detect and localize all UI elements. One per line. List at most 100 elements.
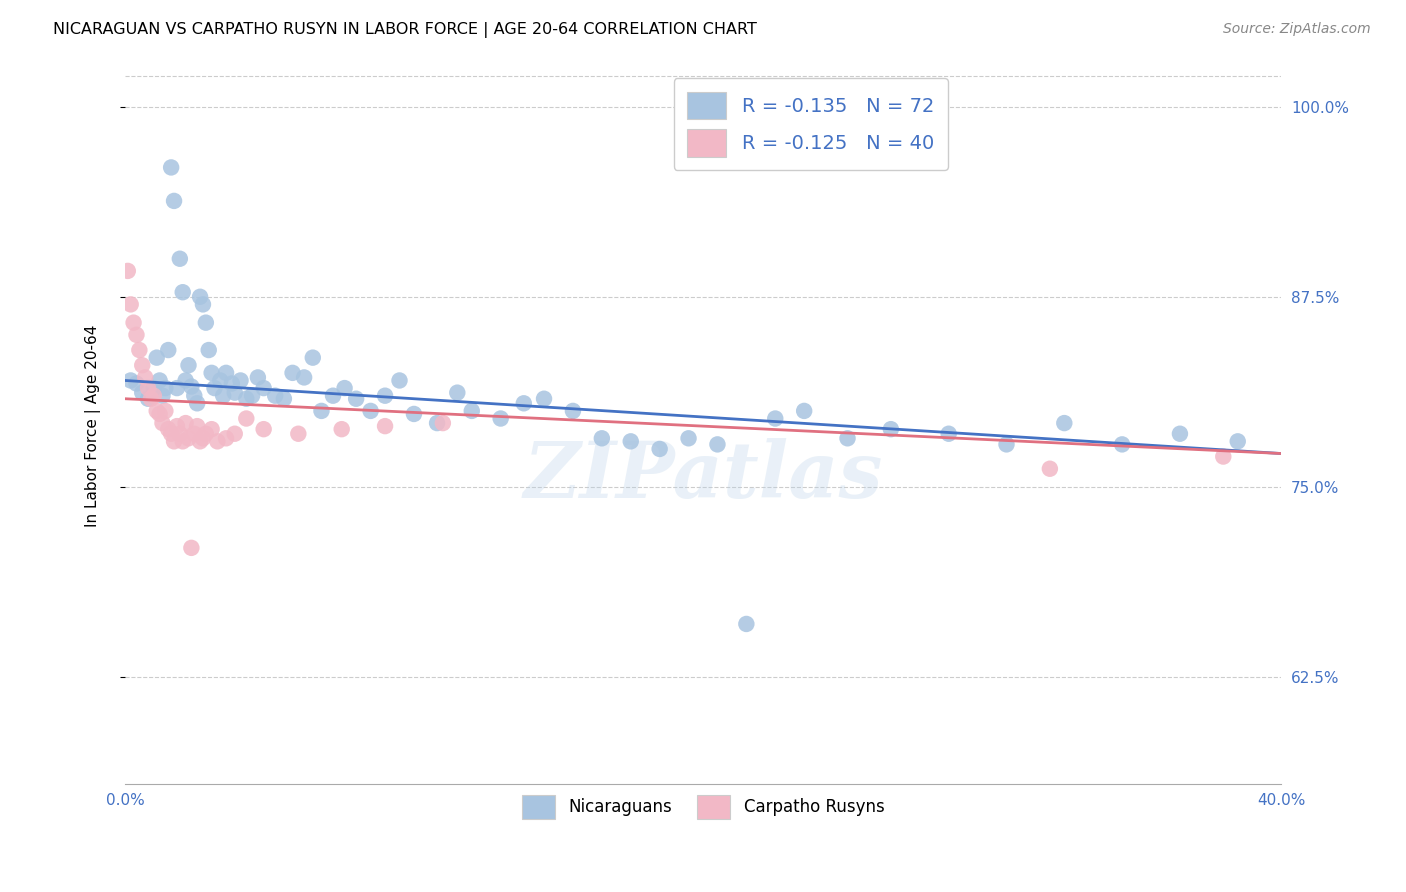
Point [117,264,139,278]
Point [128,343,150,357]
Point [513,396,536,410]
Point [374,419,396,434]
Point [160,161,183,175]
Point [131,385,153,400]
Point [157,343,180,357]
Point [374,389,396,403]
Point [678,431,700,445]
Point [186,419,208,434]
Point [432,416,454,430]
Point [152,416,174,430]
Point [142,389,165,403]
Point [837,431,859,445]
Point [461,404,484,418]
Point [157,422,180,436]
Point [152,389,174,403]
Point [209,374,232,388]
Point [194,426,217,441]
Point [253,381,276,395]
Text: ZIPatlas: ZIPatlas [523,438,883,515]
Point [793,404,815,418]
Point [174,416,197,430]
Point [938,426,960,441]
Point [169,252,191,266]
Point [1168,426,1191,441]
Point [264,389,287,403]
Point [301,351,323,365]
Point [201,422,224,436]
Point [735,616,758,631]
Point [273,392,295,406]
Point [201,366,224,380]
Point [1226,434,1249,449]
Point [186,396,208,410]
Point [136,392,159,406]
Point [204,381,226,395]
Point [166,419,188,434]
Point [177,431,200,445]
Point [426,416,449,430]
Point [224,385,246,400]
Point [191,431,214,445]
Point [1212,450,1234,464]
Point [207,434,229,449]
Point [180,379,202,393]
Point [180,541,202,555]
Point [246,370,269,384]
Point [139,392,162,406]
Point [235,411,257,425]
Point [188,290,211,304]
Point [1111,437,1133,451]
Point [166,381,188,395]
Point [561,404,583,418]
Point [160,426,183,441]
Point [188,434,211,449]
Point [125,327,148,342]
Point [253,422,276,436]
Point [136,381,159,395]
Point [292,370,315,384]
Point [311,404,333,418]
Point [229,374,252,388]
Point [215,366,238,380]
Point [131,358,153,372]
Point [591,431,613,445]
Point [142,381,165,395]
Point [287,426,309,441]
Point [281,366,304,380]
Point [880,422,903,436]
Point [330,422,353,436]
Point [240,389,263,403]
Point [174,374,197,388]
Point [120,297,142,311]
Point [995,437,1018,451]
Point [224,426,246,441]
Point [322,389,344,403]
Point [1053,416,1076,430]
Point [446,385,468,400]
Point [155,404,177,418]
Point [169,426,191,441]
Point [194,316,217,330]
Point [620,434,643,449]
Point [1039,461,1062,475]
Text: NICARAGUAN VS CARPATHO RUSYN IN LABOR FORCE | AGE 20-64 CORRELATION CHART: NICARAGUAN VS CARPATHO RUSYN IN LABOR FO… [53,22,758,38]
Point [388,374,411,388]
Point [145,404,167,418]
Point [163,194,186,208]
Point [145,351,167,365]
Point [149,374,172,388]
Point [183,426,205,441]
Point [215,431,238,445]
Point [149,407,172,421]
Point [120,374,142,388]
Point [360,404,382,418]
Point [763,411,786,425]
Point [333,381,356,395]
Point [122,316,145,330]
Point [155,381,177,395]
Point [197,343,219,357]
Point [533,392,555,406]
Point [125,376,148,391]
Point [183,389,205,403]
